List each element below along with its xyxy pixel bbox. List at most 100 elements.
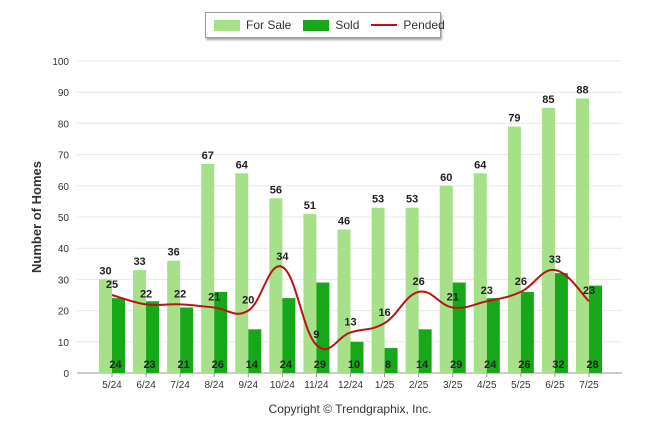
- pended-line: [111, 265, 590, 351]
- data-labels: 30 24 25 33 23 22 36 21 22 67 26 21 64 14 20 56 24 34 51 29…: [99, 84, 598, 371]
- x-tick-label: 12/24: [338, 380, 363, 391]
- x-tick-label: 6/25: [545, 380, 565, 391]
- bar-for-sale: [473, 173, 487, 373]
- label-pended: 16: [378, 307, 390, 319]
- label-for-sale: 79: [508, 113, 520, 125]
- y-tick-label: 30: [58, 275, 70, 286]
- label-for-sale: 56: [270, 184, 282, 196]
- chart-legend: For Sale Sold Pended: [205, 12, 445, 38]
- bar-for-sale: [439, 185, 453, 373]
- x-tick-label: 7/24: [170, 380, 190, 391]
- bar-sold: [146, 301, 160, 373]
- legend-item-for-sale[interactable]: For Sale: [214, 18, 291, 32]
- label-sold: 29: [450, 359, 462, 371]
- bar-for-sale: [576, 98, 589, 373]
- label-pended: 9: [313, 329, 319, 341]
- x-tick-label: 11/24: [304, 380, 329, 391]
- y-tick-label: 50: [58, 213, 70, 224]
- bar-sold: [316, 282, 330, 373]
- x-tick-label: 1/25: [375, 380, 395, 391]
- label-sold: 32: [552, 359, 564, 371]
- bar-for-sale: [405, 207, 419, 373]
- label-sold: 8: [385, 359, 391, 371]
- label-for-sale: 67: [202, 150, 214, 162]
- label-for-sale: 36: [168, 247, 180, 259]
- x-tick-label: 5/25: [511, 380, 531, 391]
- legend-item-pended[interactable]: Pended: [371, 18, 445, 32]
- label-pended: 34: [276, 251, 289, 263]
- label-for-sale: 46: [338, 215, 350, 227]
- y-tick-label: 90: [58, 88, 70, 99]
- bar-sold: [384, 348, 398, 373]
- y-tick-label: 10: [58, 338, 70, 349]
- label-sold: 23: [143, 359, 155, 371]
- bar-sold: [486, 298, 500, 373]
- x-tick-label: 4/25: [477, 380, 497, 391]
- y-axis: 0 10 20 30 40 50 60 70 80 90 100: [52, 57, 69, 380]
- bar-sold: [589, 285, 602, 373]
- label-sold: 10: [348, 359, 360, 371]
- label-for-sale: 33: [133, 256, 145, 268]
- legend-swatch-pended: [371, 24, 398, 26]
- label-for-sale: 51: [304, 200, 316, 212]
- x-axis: 5/24 6/24 7/24 8/24 9/24 10/24 11/24 12/24 1/25 2…: [102, 373, 599, 391]
- bar-for-sale: [235, 173, 249, 373]
- legend-label-sold: Sold: [335, 18, 360, 32]
- legend-label-for-sale: For Sale: [246, 18, 292, 32]
- x-tick-label: 8/24: [204, 380, 224, 391]
- label-pended: 22: [174, 288, 186, 300]
- bar-sold: [180, 307, 194, 373]
- label-for-sale: 53: [372, 194, 384, 206]
- bar-sold: [248, 329, 262, 373]
- x-tick-label: 5/24: [102, 380, 122, 391]
- y-tick-label: 0: [63, 369, 69, 380]
- bars: [99, 98, 602, 374]
- label-sold: 21: [178, 359, 190, 371]
- label-sold: 14: [246, 359, 259, 371]
- bar-for-sale: [371, 207, 385, 373]
- bar-for-sale: [167, 260, 181, 373]
- bar-sold: [282, 298, 296, 373]
- pended-series-line: [111, 265, 590, 351]
- bar-for-sale: [133, 270, 147, 373]
- y-tick-label: 70: [58, 151, 70, 162]
- label-pended: 33: [549, 254, 561, 266]
- y-tick-label: 40: [58, 244, 70, 255]
- bar-sold: [452, 282, 466, 373]
- bar-sold: [554, 273, 568, 373]
- label-for-sale: 85: [542, 94, 554, 106]
- bar-for-sale: [507, 126, 521, 374]
- x-tick-label: 3/25: [443, 380, 463, 391]
- bar-for-sale: [201, 163, 215, 373]
- label-sold: 28: [586, 359, 598, 371]
- label-for-sale: 64: [236, 159, 249, 171]
- label-pended: 23: [481, 285, 493, 297]
- legend-label-pended: Pended: [403, 18, 445, 32]
- legend-swatch-sold: [303, 19, 330, 31]
- label-sold: 14: [416, 359, 429, 371]
- label-pended: 21: [208, 291, 220, 303]
- label-pended: 21: [447, 291, 459, 303]
- label-for-sale: 64: [474, 159, 487, 171]
- label-sold: 26: [212, 359, 224, 371]
- label-sold: 24: [484, 359, 497, 371]
- label-sold: 26: [518, 359, 530, 371]
- bar-for-sale: [303, 213, 317, 373]
- y-tick-label: 100: [52, 57, 69, 68]
- label-pended: 22: [140, 288, 152, 300]
- y-axis-title: Number of Homes: [29, 161, 44, 273]
- label-for-sale: 88: [576, 84, 588, 96]
- bar-for-sale: [269, 198, 283, 373]
- legend-item-sold[interactable]: Sold: [303, 18, 359, 32]
- copyright-text: Copyright © Trendgraphix, Inc.: [268, 402, 432, 416]
- x-tick-label: 9/24: [239, 380, 259, 391]
- bar-sold: [214, 291, 228, 373]
- label-pended: 20: [242, 295, 254, 307]
- x-tick-label: 10/24: [270, 380, 295, 391]
- x-tick-label: 7/25: [579, 380, 599, 391]
- bar-sold: [418, 329, 432, 373]
- legend-swatch-for-sale: [214, 19, 240, 31]
- label-sold: 29: [314, 359, 326, 371]
- label-pended: 26: [515, 276, 527, 288]
